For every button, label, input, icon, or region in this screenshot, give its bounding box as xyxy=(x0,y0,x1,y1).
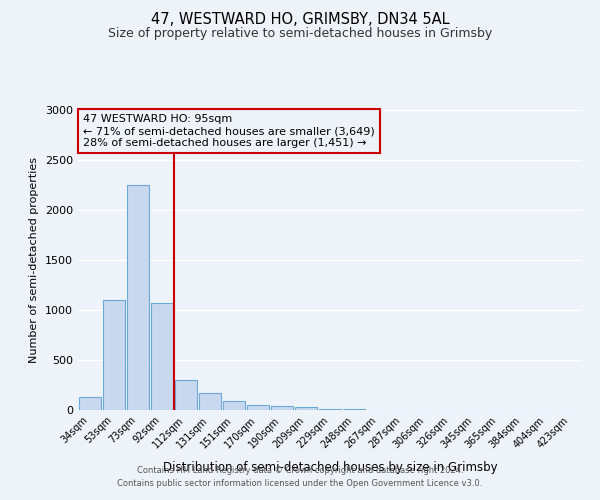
Y-axis label: Number of semi-detached properties: Number of semi-detached properties xyxy=(29,157,40,363)
Text: Size of property relative to semi-detached houses in Grimsby: Size of property relative to semi-detach… xyxy=(108,28,492,40)
Bar xyxy=(223,401,245,410)
Bar xyxy=(127,185,149,410)
Bar xyxy=(319,408,341,410)
X-axis label: Distribution of semi-detached houses by size in Grimsby: Distribution of semi-detached houses by … xyxy=(163,461,497,474)
Text: Contains HM Land Registry data © Crown copyright and database right 2024.
Contai: Contains HM Land Registry data © Crown c… xyxy=(118,466,482,487)
Bar xyxy=(271,406,293,410)
Bar xyxy=(175,380,197,410)
Bar xyxy=(247,404,269,410)
Text: 47 WESTWARD HO: 95sqm
← 71% of semi-detached houses are smaller (3,649)
28% of s: 47 WESTWARD HO: 95sqm ← 71% of semi-deta… xyxy=(83,114,375,148)
Text: 47, WESTWARD HO, GRIMSBY, DN34 5AL: 47, WESTWARD HO, GRIMSBY, DN34 5AL xyxy=(151,12,449,28)
Bar xyxy=(151,303,173,410)
Bar xyxy=(103,300,125,410)
Bar xyxy=(79,397,101,410)
Bar xyxy=(343,409,365,410)
Bar xyxy=(199,392,221,410)
Bar xyxy=(295,407,317,410)
